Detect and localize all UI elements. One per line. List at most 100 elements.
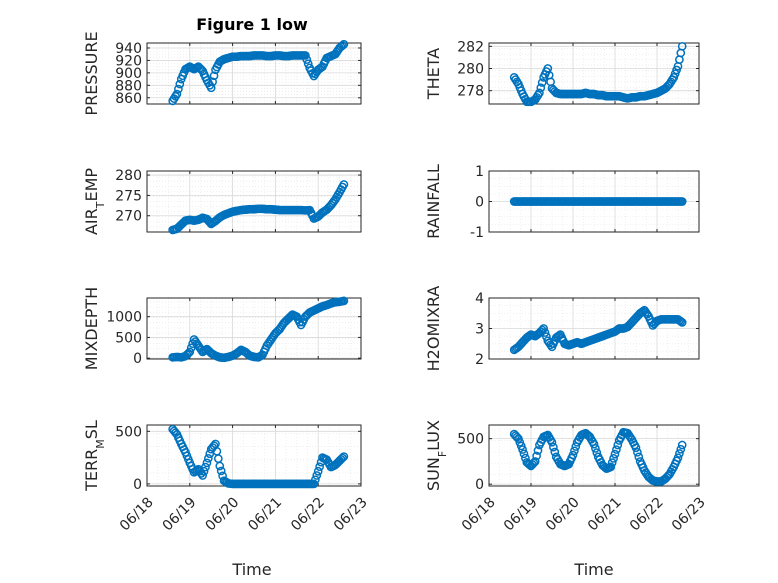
x-axis-label-left: Time bbox=[231, 560, 271, 579]
y-tick-label: 940 bbox=[115, 41, 142, 57]
y-tick-label: 270 bbox=[115, 209, 142, 225]
data-point bbox=[633, 447, 642, 457]
data-point bbox=[536, 83, 546, 93]
y-tick-label: 1000 bbox=[106, 310, 142, 326]
data-point bbox=[540, 328, 550, 337]
data-point bbox=[519, 449, 529, 459]
axes-box bbox=[146, 42, 362, 105]
y-tick-label: 500 bbox=[115, 330, 142, 346]
data-point bbox=[549, 442, 558, 452]
subplot-7: 0 500 06/18 06/19 06/20 06/21 06/22 06/23 TERRMS… bbox=[82, 420, 371, 534]
data-point bbox=[675, 449, 684, 458]
y-tick-label: 2 bbox=[475, 352, 484, 368]
y-tick-label: 900 bbox=[115, 66, 142, 82]
data-point bbox=[185, 347, 195, 357]
data-point bbox=[591, 444, 600, 453]
data-point bbox=[677, 440, 687, 450]
data-point bbox=[309, 479, 319, 489]
subplot-8: 0 500 06/18 06/19 06/20 06/21 06/22 06/23 SUNFLU… bbox=[424, 420, 709, 534]
y-tick-label: 0 bbox=[475, 477, 484, 493]
data-point bbox=[609, 454, 618, 463]
data-point bbox=[607, 458, 617, 467]
data-point bbox=[676, 317, 686, 326]
y-tick-label: 0 bbox=[133, 477, 142, 493]
y-axis-label-part: MIXDEPTH bbox=[82, 287, 101, 370]
y-axis-label-subscript: F bbox=[436, 451, 449, 457]
data-point bbox=[610, 449, 620, 459]
data-point bbox=[203, 453, 213, 463]
y-tick-label: 4 bbox=[475, 291, 484, 307]
y-axis-label-part: LUX bbox=[424, 420, 443, 451]
x-axis-label-right: Time bbox=[573, 560, 613, 579]
subplot-5: 0 500 1000 MIXDEPTH bbox=[82, 287, 362, 370]
data-point bbox=[529, 458, 539, 468]
data-point bbox=[338, 41, 347, 50]
y-axis-label: SUNFLUX bbox=[424, 420, 449, 491]
data-point bbox=[631, 443, 641, 453]
data-point bbox=[201, 462, 210, 472]
data-point bbox=[172, 89, 182, 99]
subplot-4: -1 0 1 RAINFALL bbox=[424, 164, 700, 241]
subplot-3: 270 275 280 AIRTEMP bbox=[82, 168, 362, 235]
y-tick-label: 275 bbox=[115, 188, 142, 204]
y-axis-label: PRESSURE bbox=[82, 31, 101, 115]
y-axis-label-part: TERR bbox=[82, 449, 101, 492]
y-axis-label: THETA bbox=[424, 48, 443, 100]
y-tick-label: -1 bbox=[470, 225, 484, 241]
data-point bbox=[199, 466, 209, 476]
y-tick-label: 278 bbox=[457, 84, 484, 100]
data-point bbox=[310, 475, 320, 485]
y-axis-label-part: SL bbox=[82, 420, 101, 439]
data-point bbox=[338, 453, 347, 463]
y-tick-label: 280 bbox=[457, 62, 484, 78]
data-point bbox=[216, 466, 226, 476]
y-tick-label: 280 bbox=[115, 168, 142, 184]
x-tick-label: 06/22 bbox=[627, 494, 667, 534]
data-point bbox=[677, 41, 687, 51]
data-point bbox=[547, 437, 557, 447]
y-axis-label: AIRTEMP bbox=[82, 168, 107, 235]
data-point bbox=[213, 454, 223, 464]
data-point bbox=[301, 51, 310, 60]
data-point bbox=[339, 180, 349, 189]
data-point bbox=[532, 451, 541, 461]
data-point bbox=[202, 458, 212, 468]
subplot-2: 278 280 282 THETA bbox=[424, 39, 700, 107]
x-tick-label: 06/23 bbox=[331, 494, 371, 534]
y-tick-label: 1 bbox=[475, 164, 484, 180]
y-axis-label: RAINFALL bbox=[424, 164, 443, 239]
y-tick-label: 500 bbox=[115, 424, 142, 440]
x-tick-label: 06/20 bbox=[203, 494, 243, 534]
data-point bbox=[206, 83, 216, 93]
y-axis-label-subscript: M bbox=[94, 439, 107, 449]
y-axis-label-part: THETA bbox=[424, 48, 443, 100]
data-point bbox=[209, 71, 219, 81]
figure-title: Figure 1 low bbox=[196, 15, 308, 34]
data-point bbox=[339, 296, 349, 306]
data-point bbox=[613, 440, 623, 450]
data-point bbox=[677, 318, 687, 327]
y-tick-label: 880 bbox=[115, 78, 142, 94]
data-point bbox=[215, 461, 225, 471]
x-tick-label: 06/21 bbox=[245, 494, 285, 534]
subplot-6: 2 3 4 H2OMIXRA bbox=[424, 286, 700, 372]
data-point bbox=[208, 77, 217, 87]
data-point bbox=[535, 88, 544, 98]
data-point bbox=[550, 447, 560, 457]
y-tick-label: 3 bbox=[475, 322, 484, 338]
y-axis-label: TERRMSL bbox=[82, 420, 107, 492]
data-point bbox=[315, 462, 324, 472]
data-point bbox=[175, 79, 185, 89]
y-axis-label-part: PRESSURE bbox=[82, 31, 101, 115]
y-axis-label-part: H2OMIXRA bbox=[424, 286, 443, 372]
data-point bbox=[313, 466, 323, 476]
y-axis-label-part: RAINFALL bbox=[424, 164, 443, 239]
data-point bbox=[533, 446, 543, 455]
data-point bbox=[592, 448, 602, 457]
y-axis-label-part: AIR bbox=[82, 208, 101, 235]
axes-box bbox=[488, 42, 700, 105]
data-point bbox=[537, 78, 547, 87]
y-tick-label: 860 bbox=[115, 91, 142, 107]
axes-box bbox=[146, 170, 362, 233]
